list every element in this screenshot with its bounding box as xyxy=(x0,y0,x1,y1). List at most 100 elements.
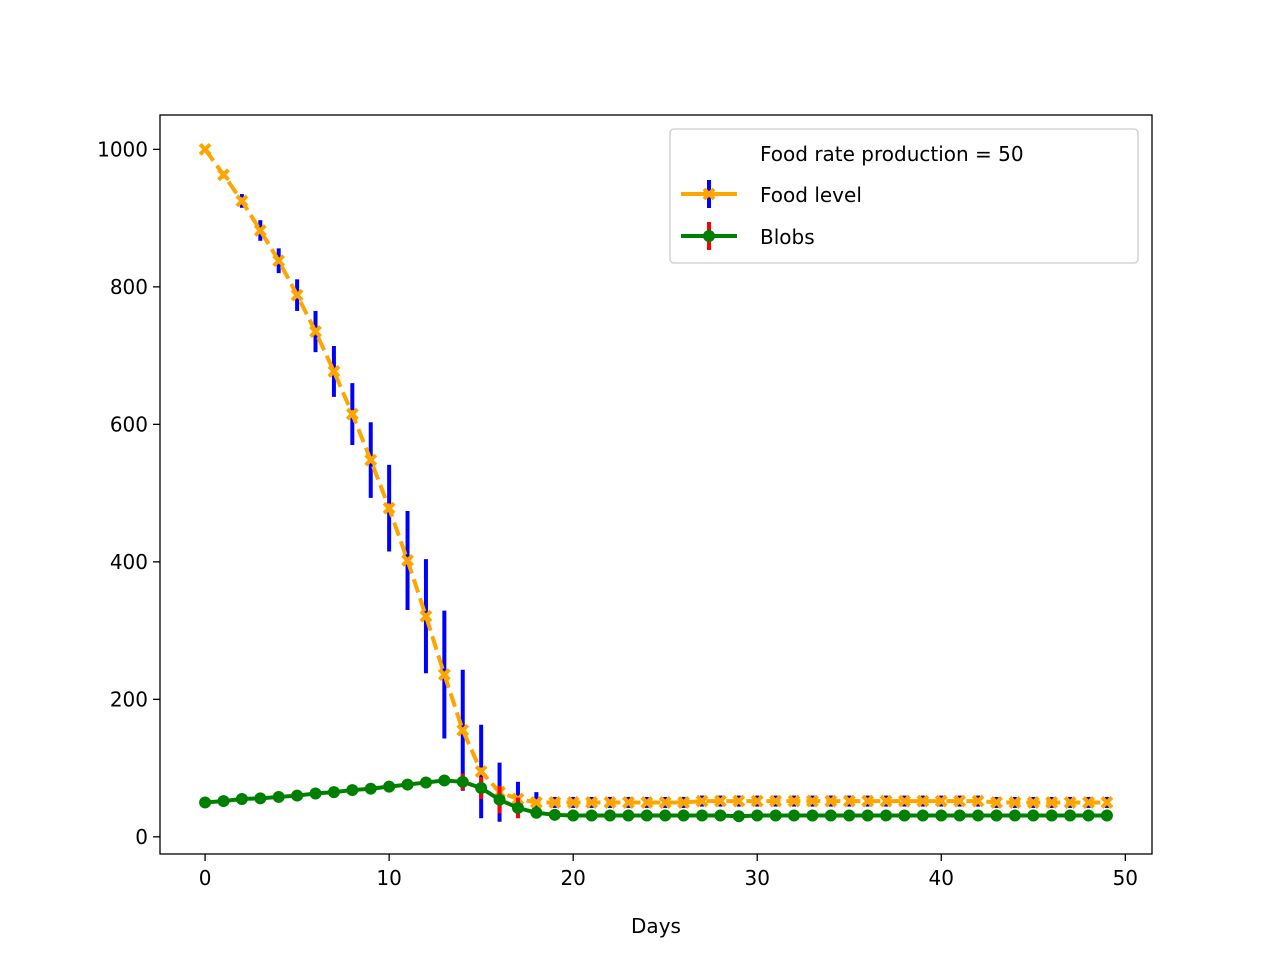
data-point xyxy=(235,194,249,208)
legend-food-label: Food level xyxy=(760,183,862,207)
marker-stroke xyxy=(1100,796,1114,809)
x-axis-title: Days xyxy=(631,914,681,938)
data-point xyxy=(253,224,267,237)
data-point xyxy=(658,796,672,809)
data-point xyxy=(824,809,837,822)
data-point xyxy=(199,796,212,809)
marker-stroke xyxy=(253,224,267,237)
legend-entry-food-level: Food level xyxy=(681,180,862,208)
data-point xyxy=(290,288,304,302)
data-point xyxy=(309,325,322,338)
data-point xyxy=(732,794,746,808)
marker-stroke xyxy=(971,794,985,808)
data-point xyxy=(861,794,875,808)
series-blobs xyxy=(199,773,1113,823)
data-point xyxy=(971,794,985,808)
marker-stroke xyxy=(603,796,617,809)
data-point xyxy=(714,809,727,822)
legend-blobs-label: Blobs xyxy=(760,225,815,249)
x-tick-label: 30 xyxy=(744,866,769,890)
legend-entry-blobs: Blobs xyxy=(681,222,815,250)
data-point xyxy=(364,453,378,467)
data-point xyxy=(622,809,635,822)
marker-stroke xyxy=(824,794,838,808)
marker-stroke xyxy=(272,254,286,268)
plot-frame xyxy=(159,114,1153,855)
marker-stroke xyxy=(290,288,304,302)
data-point xyxy=(842,794,856,808)
legend-blobs-marker xyxy=(703,230,715,242)
data-point xyxy=(1008,809,1021,822)
marker-stroke xyxy=(566,796,580,809)
data-point xyxy=(861,809,874,822)
data-point xyxy=(1082,796,1095,809)
data-point xyxy=(1027,809,1040,822)
data-point xyxy=(621,796,635,809)
data-point xyxy=(934,794,948,808)
marker-stroke xyxy=(621,796,635,809)
marker-stroke xyxy=(401,554,414,567)
data-point xyxy=(640,796,654,809)
data-point xyxy=(1064,809,1077,822)
marker-stroke xyxy=(585,796,598,809)
data-point xyxy=(732,810,745,823)
data-point xyxy=(585,796,598,809)
data-point xyxy=(419,776,432,789)
marker-stroke xyxy=(695,794,709,808)
marker-stroke xyxy=(1026,796,1040,809)
data-point xyxy=(1026,796,1040,809)
marker-stroke xyxy=(548,796,562,809)
data-point xyxy=(198,142,212,156)
data-point xyxy=(456,723,470,737)
marker-stroke xyxy=(327,365,341,378)
data-point xyxy=(548,796,562,809)
marker-stroke xyxy=(1063,796,1077,809)
legend: Food rate production = 50 Food level Blo… xyxy=(669,128,1139,264)
data-point xyxy=(272,254,286,268)
marker-stroke xyxy=(217,168,230,182)
marker-stroke xyxy=(898,794,911,808)
marker-stroke xyxy=(364,453,378,467)
data-point xyxy=(1100,809,1113,822)
marker-stroke xyxy=(677,796,691,809)
data-point xyxy=(806,794,819,808)
marker-stroke xyxy=(916,794,930,808)
data-point xyxy=(677,809,690,822)
data-point xyxy=(990,796,1003,809)
data-point xyxy=(880,809,893,822)
data-point xyxy=(640,809,653,822)
data-point xyxy=(345,407,359,421)
marker-stroke xyxy=(640,796,654,809)
y-tick-label: 400 xyxy=(110,550,148,574)
data-point xyxy=(474,765,488,778)
data-point xyxy=(309,787,322,800)
y-tick-label: 1000 xyxy=(97,137,148,161)
marker-stroke xyxy=(861,794,875,808)
marker-stroke xyxy=(235,194,249,208)
x-tick-label: 40 xyxy=(929,866,954,890)
x-tick-label: 20 xyxy=(560,866,585,890)
data-point xyxy=(1082,809,1095,822)
data-point xyxy=(346,784,359,797)
y-tick-label: 800 xyxy=(110,275,148,299)
data-point xyxy=(824,794,838,808)
marker-stroke xyxy=(732,794,746,808)
data-point xyxy=(585,809,598,822)
data-point xyxy=(953,794,967,808)
data-point xyxy=(438,774,451,787)
data-point xyxy=(696,809,709,822)
data-point xyxy=(383,780,396,793)
data-point xyxy=(401,778,414,791)
data-point xyxy=(935,809,948,822)
data-point xyxy=(788,809,801,822)
data-point xyxy=(972,809,985,822)
marker-stroke xyxy=(806,794,819,808)
data-point xyxy=(235,793,248,806)
x-tick-label: 10 xyxy=(376,866,401,890)
data-point xyxy=(475,782,488,795)
marker-stroke xyxy=(658,796,672,809)
data-point xyxy=(695,794,709,808)
y-tick-label: 0 xyxy=(135,825,148,849)
data-point xyxy=(511,801,524,814)
